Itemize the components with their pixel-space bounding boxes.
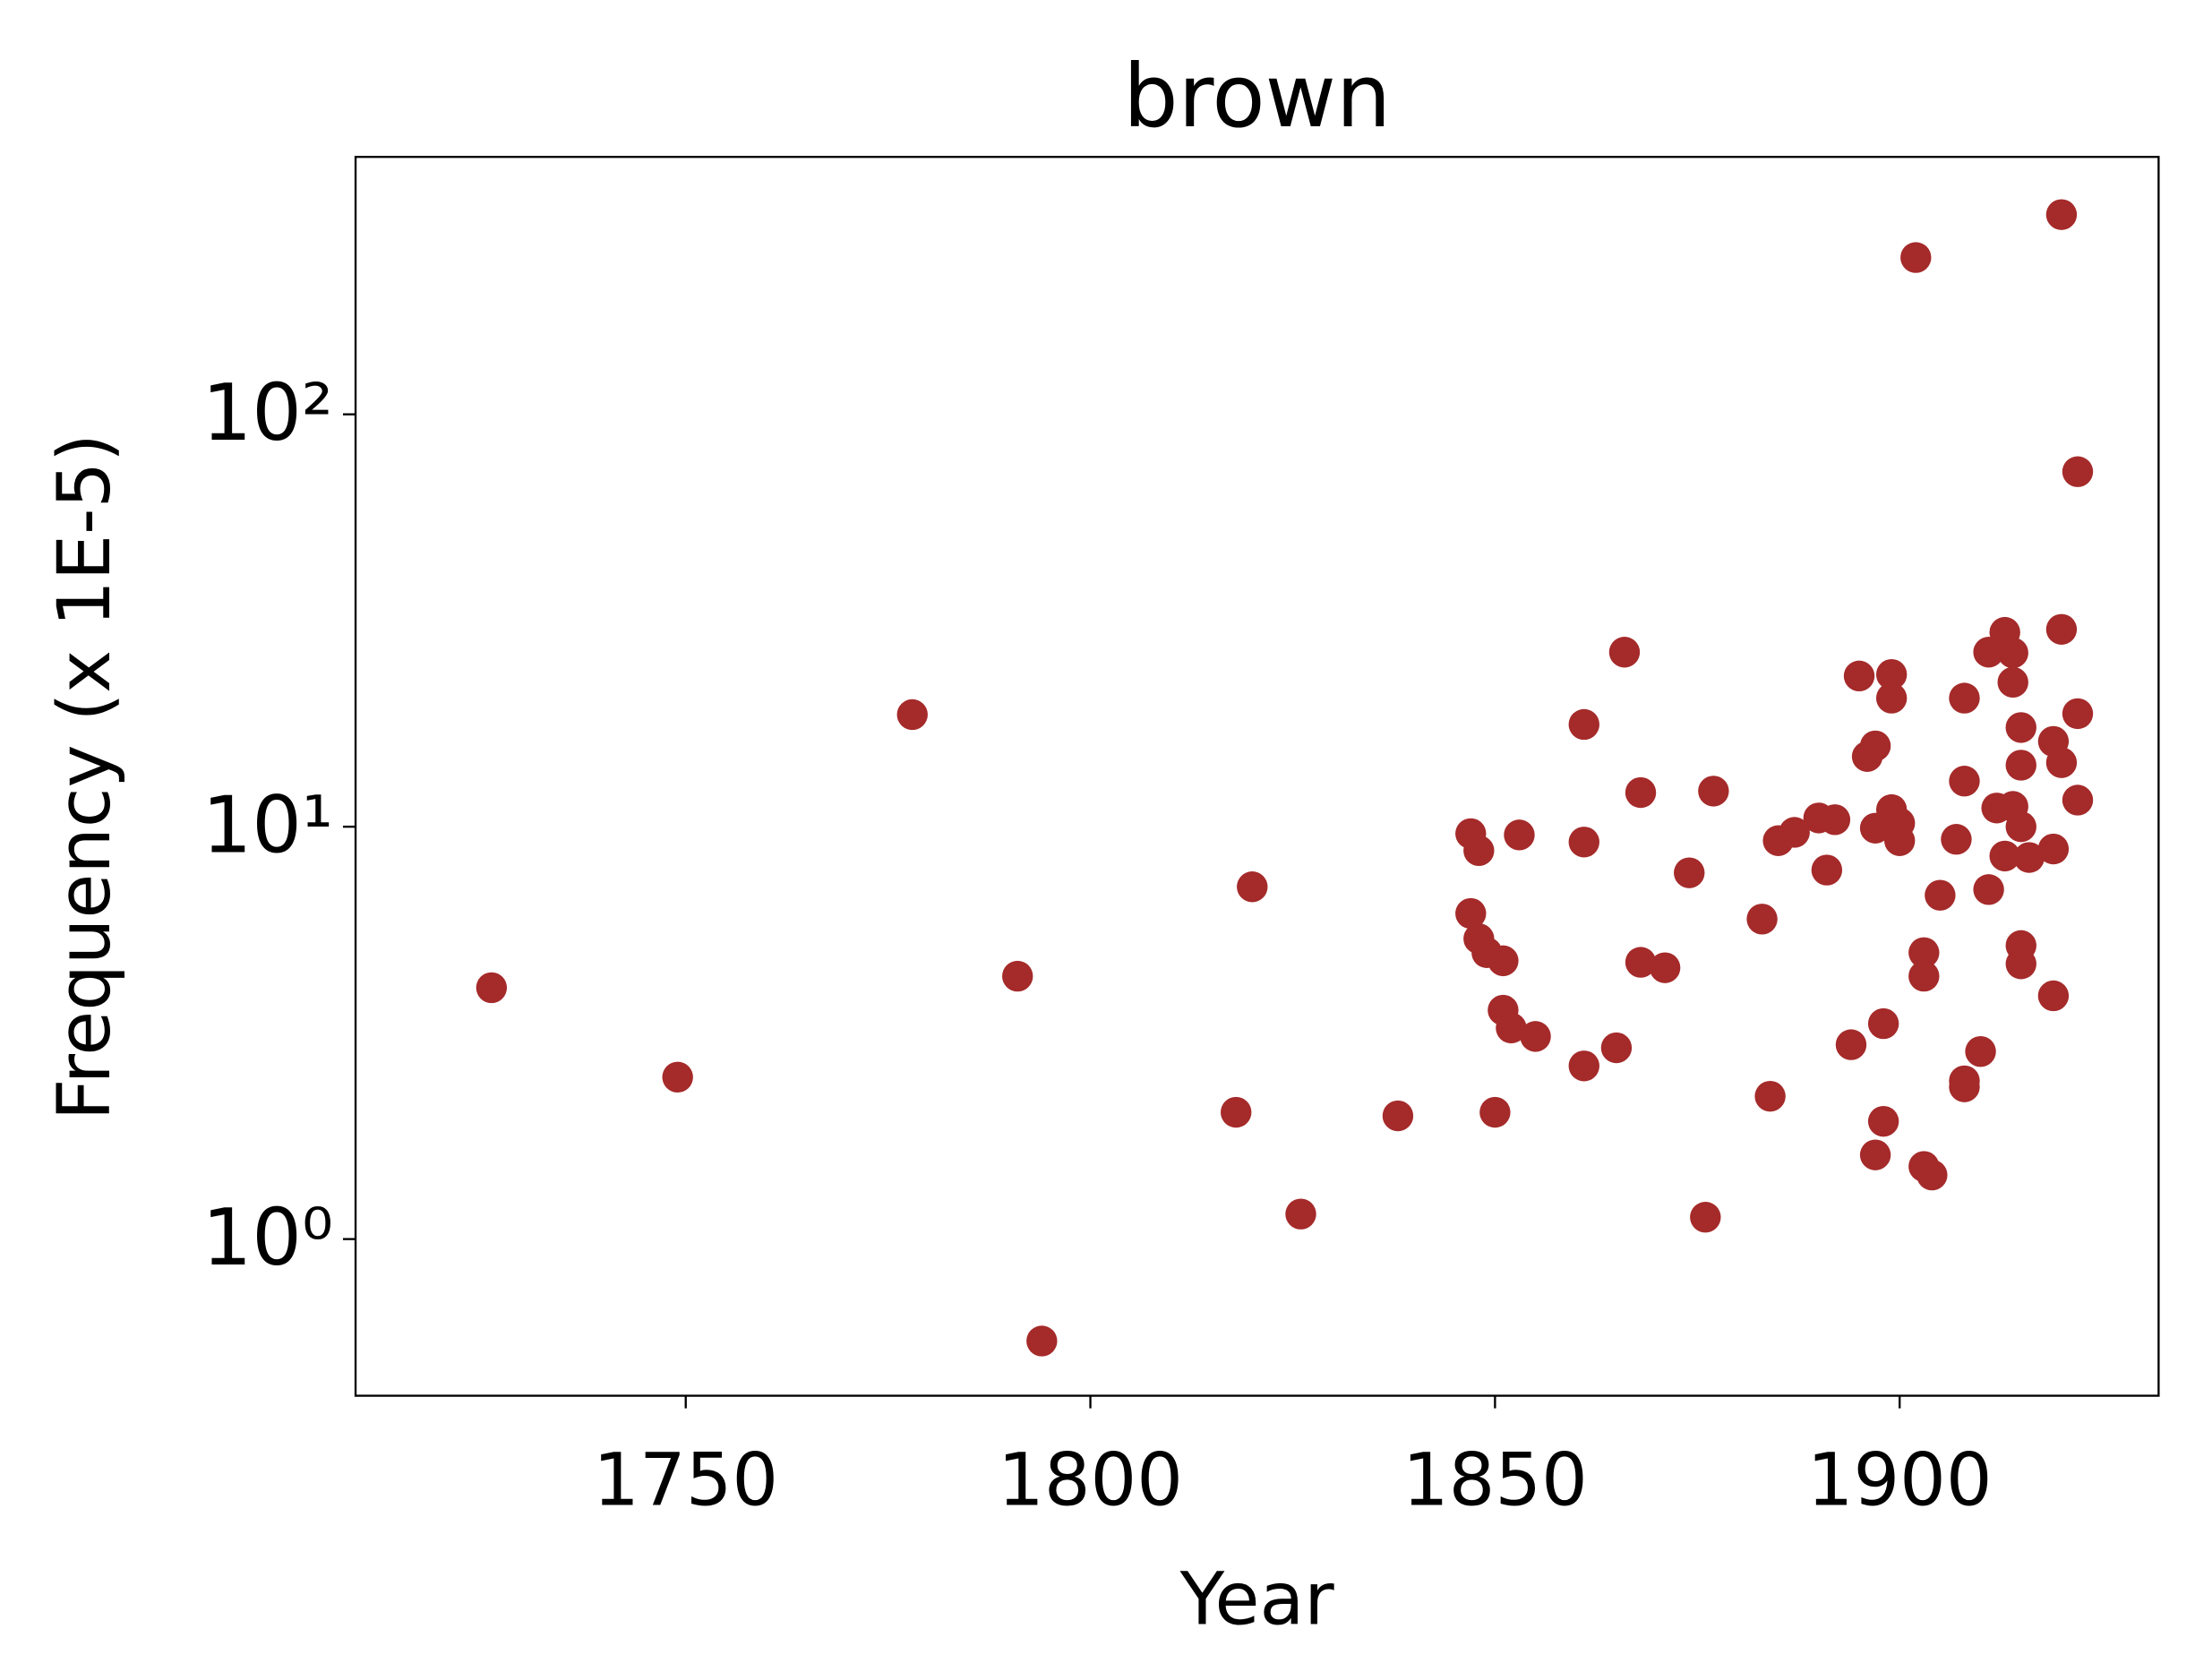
- data-point: [1382, 1100, 1414, 1132]
- data-point: [2062, 784, 2094, 816]
- data-point: [1867, 1007, 1899, 1040]
- data-point: [1674, 857, 1705, 888]
- data-point: [1504, 819, 1535, 851]
- data-point: [2062, 698, 2094, 730]
- data-point: [1859, 730, 1891, 762]
- data-point: [1916, 1159, 1948, 1191]
- data-point: [1496, 1012, 1527, 1044]
- data-point: [662, 1061, 693, 1093]
- data-point: [1900, 242, 1932, 273]
- data-point: [2005, 810, 2036, 843]
- data-point: [1568, 827, 1599, 858]
- plot-frame: [354, 156, 2160, 1397]
- data-point: [1908, 960, 1940, 992]
- data-point: [2013, 842, 2045, 873]
- data-point: [1925, 879, 1956, 911]
- data-point: [1908, 937, 1940, 968]
- data-point: [2005, 712, 2036, 743]
- data-point: [1455, 897, 1487, 930]
- data-point: [1690, 1202, 1721, 1233]
- data-point: [1600, 1032, 1633, 1064]
- x-tick-label: 1900: [1807, 1438, 1993, 1522]
- x-axis-label: Year: [1179, 1557, 1335, 1641]
- data-point: [2005, 948, 2036, 980]
- data-point: [1949, 766, 1980, 797]
- y-tick-label: 10⁰: [202, 1192, 333, 1283]
- data-point: [2045, 613, 2078, 645]
- data-point: [1997, 666, 2028, 699]
- y-tick-label: 10²: [202, 367, 333, 459]
- data-point: [1811, 854, 1843, 886]
- data-point: [1997, 637, 2028, 669]
- data-point: [1463, 835, 1495, 867]
- data-point: [1779, 817, 1810, 848]
- data-point: [1568, 708, 1599, 741]
- data-point: [1625, 947, 1657, 978]
- data-point: [1608, 637, 1641, 668]
- data-point: [1625, 776, 1657, 809]
- data-point: [1941, 824, 1972, 855]
- data-point: [1875, 658, 1908, 690]
- data-point: [1002, 960, 1033, 992]
- data-point: [2062, 456, 2094, 487]
- data-point: [1973, 874, 2004, 905]
- data-point: [1221, 1096, 1252, 1128]
- x-tick-label: 1750: [593, 1438, 778, 1522]
- y-tick-label: 10¹: [202, 779, 333, 870]
- data-point: [1285, 1198, 1316, 1230]
- y-axis-label: Frequency (x 1E-5): [43, 433, 127, 1120]
- data-point: [1949, 1071, 1980, 1102]
- data-point: [1568, 1050, 1599, 1082]
- data-point: [2037, 980, 2070, 1012]
- data-point: [1754, 1080, 1786, 1112]
- data-point: [1520, 1021, 1551, 1052]
- data-point: [896, 699, 928, 731]
- data-point: [1859, 1139, 1891, 1170]
- data-point: [1746, 904, 1778, 935]
- data-point: [1867, 1105, 1899, 1137]
- data-point: [1965, 1035, 1996, 1067]
- x-tick-label: 1800: [998, 1438, 1183, 1522]
- data-point: [1989, 840, 2020, 872]
- data-point: [1949, 682, 1980, 714]
- data-point: [1875, 682, 1908, 714]
- data-point: [1843, 660, 1875, 692]
- data-point: [1479, 1096, 1511, 1128]
- data-point: [2005, 750, 2036, 781]
- data-point: [2045, 747, 2078, 778]
- data-point: [1698, 776, 1729, 807]
- data-point: [2045, 199, 2078, 230]
- data-point: [476, 972, 508, 1004]
- data-point: [1237, 871, 1268, 903]
- data-point: [1835, 1029, 1867, 1060]
- x-tick-label: 1850: [1402, 1438, 1588, 1522]
- data-point: [1649, 952, 1681, 983]
- data-point: [1883, 825, 1916, 856]
- chart-title: brown: [1123, 46, 1391, 147]
- data-point: [1819, 804, 1851, 836]
- data-point: [1488, 945, 1519, 977]
- data-point: [1026, 1325, 1058, 1357]
- data-point: [2037, 833, 2070, 865]
